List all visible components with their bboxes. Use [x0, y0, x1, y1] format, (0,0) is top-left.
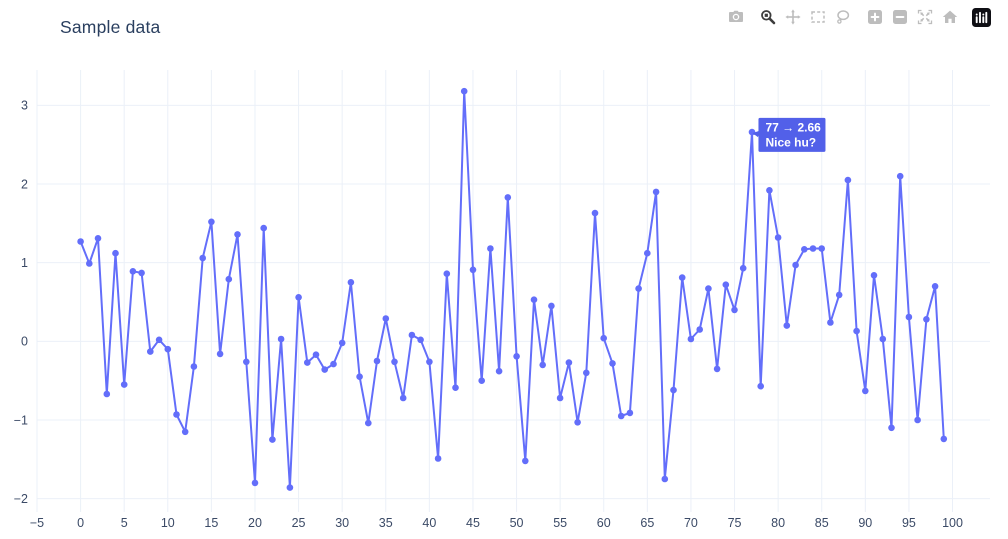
plotly-modebar: [716, 5, 994, 29]
svg-text:40: 40: [422, 516, 436, 530]
chart-title: Sample data: [60, 17, 161, 37]
svg-text:80: 80: [771, 516, 785, 530]
pan-icon: [784, 9, 801, 25]
svg-text:100: 100: [942, 516, 963, 530]
svg-text:0: 0: [77, 516, 84, 530]
box-select-button[interactable]: [805, 5, 830, 29]
modebar-group: [723, 5, 748, 29]
zoom-button[interactable]: [755, 5, 780, 29]
modebar-group: [969, 5, 994, 29]
plotly-logo-button[interactable]: [969, 5, 994, 29]
svg-text:85: 85: [815, 516, 829, 530]
camera-button[interactable]: [723, 5, 748, 29]
svg-text:20: 20: [248, 516, 262, 530]
pan-button[interactable]: [780, 5, 805, 29]
modebar-group: [862, 5, 962, 29]
svg-text:65: 65: [640, 516, 654, 530]
svg-text:55: 55: [553, 516, 567, 530]
home-icon: [942, 9, 958, 25]
svg-text:1: 1: [21, 256, 28, 270]
svg-text:2: 2: [21, 177, 28, 191]
box-select-icon: [810, 9, 826, 25]
plotly-logo-icon: [972, 7, 991, 27]
zoom-in-button[interactable]: [862, 5, 887, 29]
svg-text:−5: −5: [30, 516, 44, 530]
svg-text:3: 3: [21, 99, 28, 113]
svg-text:95: 95: [902, 516, 916, 530]
lasso-icon: [835, 9, 851, 25]
modebar-group: [755, 5, 855, 29]
svg-text:70: 70: [684, 516, 698, 530]
svg-text:15: 15: [204, 516, 218, 530]
svg-text:5: 5: [121, 516, 128, 530]
autoscale-button[interactable]: [912, 5, 937, 29]
svg-text:50: 50: [510, 516, 524, 530]
x-axis-tick-labels: −5 0 5 10 15 20 25 30 35 40 45 50 55 60 65 70 75 80 85 90 95…: [30, 516, 963, 530]
svg-text:60: 60: [597, 516, 611, 530]
svg-text:90: 90: [858, 516, 872, 530]
svg-text:30: 30: [335, 516, 349, 530]
camera-icon: [728, 9, 744, 25]
autoscale-icon: [917, 9, 933, 25]
svg-text:75: 75: [728, 516, 742, 530]
svg-text:45: 45: [466, 516, 480, 530]
zoom-out-icon: [892, 9, 908, 25]
svg-text:25: 25: [292, 516, 306, 530]
zoom-in-icon: [867, 9, 883, 25]
svg-text:0: 0: [21, 335, 28, 349]
lasso-button[interactable]: [830, 5, 855, 29]
y-axis-tick-labels: −2 −1 0 1 2 3: [14, 99, 28, 506]
svg-text:−1: −1: [14, 413, 28, 427]
zoom-icon: [760, 9, 776, 25]
annotation-line2: Nice hu?: [765, 135, 816, 149]
svg-text:10: 10: [161, 516, 175, 530]
annotation-line1: 77 → 2.66: [765, 120, 821, 134]
trace-markers: [77, 87, 948, 491]
svg-text:35: 35: [379, 516, 393, 530]
trace-line: [79, 90, 945, 489]
zoom-out-button[interactable]: [887, 5, 912, 29]
svg-text:−2: −2: [14, 492, 28, 506]
home-button[interactable]: [937, 5, 962, 29]
